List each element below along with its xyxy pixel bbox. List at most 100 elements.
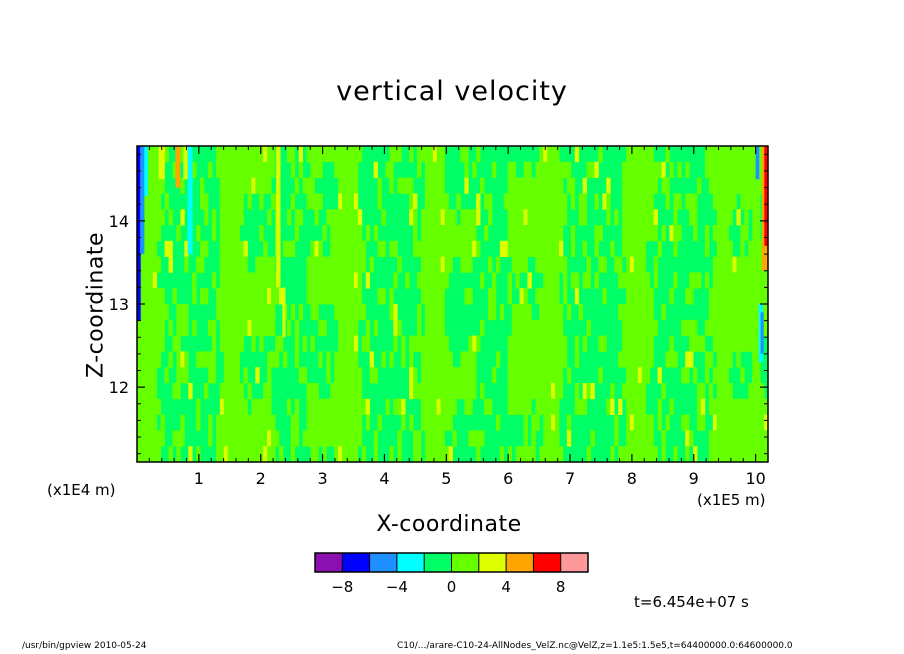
field-cell: [460, 383, 465, 400]
field-cell: [523, 446, 528, 463]
field-cell: [752, 446, 757, 463]
field-cell: [318, 414, 323, 431]
field-cell: [211, 351, 217, 368]
field-cell: [728, 177, 733, 194]
field-cell: [432, 225, 438, 242]
field-cell: [649, 193, 655, 210]
field-cell: [357, 146, 363, 163]
field-cell: [626, 383, 631, 400]
field-cell: [555, 146, 560, 163]
field-cell: [740, 193, 745, 210]
field-cell: [428, 209, 434, 226]
field-cell: [633, 383, 639, 400]
field-cell: [515, 335, 520, 352]
field-cell: [720, 256, 726, 273]
field-cell: [736, 161, 741, 178]
field-cell: [401, 351, 406, 368]
field-cell: [523, 335, 528, 352]
field-cell: [669, 351, 674, 368]
field-cell: [349, 319, 355, 336]
x-tick-label: 3: [317, 469, 327, 488]
field-cell: [523, 367, 528, 384]
field-cell: [243, 367, 248, 384]
field-cell: [164, 304, 169, 321]
field-cell: [641, 225, 647, 242]
field-cell: [247, 161, 252, 178]
field-cell: [235, 319, 240, 336]
field-cell: [251, 304, 256, 321]
field-cell: [724, 240, 729, 257]
field-cell: [491, 272, 497, 289]
field-cell: [223, 335, 229, 352]
field-cell: [551, 335, 556, 352]
field-cell: [752, 240, 757, 257]
field-cell: [756, 335, 761, 352]
field-cell: [740, 367, 745, 384]
field-cell: [184, 256, 189, 273]
field-cell: [590, 383, 595, 400]
field-cell: [511, 398, 516, 415]
field-cell: [310, 240, 315, 257]
field-cell: [172, 383, 177, 400]
field-cell: [626, 335, 631, 352]
field-cell: [294, 430, 300, 447]
field-cell: [420, 288, 426, 305]
field-cell: [413, 383, 418, 400]
field-cell: [704, 225, 710, 242]
field-cell: [428, 351, 434, 368]
field-cell: [578, 193, 584, 210]
field-cell: [393, 240, 398, 257]
x-tick-label: 8: [627, 469, 637, 488]
field-cell: [144, 225, 150, 242]
field-cell: [235, 430, 240, 447]
field-cell: [152, 256, 158, 273]
field-cell: [148, 161, 154, 178]
field-cell: [349, 193, 355, 210]
field-cell: [259, 256, 264, 273]
field-cell: [263, 446, 268, 463]
field-cell: [736, 272, 741, 289]
field-cell: [440, 146, 446, 163]
field-cell: [428, 367, 434, 384]
field-cell: [168, 319, 173, 336]
field-cell: [622, 209, 627, 226]
field-cell: [523, 256, 528, 273]
field-cell: [740, 319, 745, 336]
field-cell: [306, 288, 311, 305]
field-cell: [555, 351, 560, 368]
field-cell: [641, 304, 647, 321]
field-cell: [306, 414, 311, 431]
field-cell: [432, 383, 438, 400]
field-cell: [511, 304, 516, 321]
field-cell: [259, 177, 264, 194]
field-cell: [227, 414, 233, 431]
field-cell: [436, 256, 442, 273]
field-cell: [665, 414, 670, 431]
field-cell: [487, 398, 493, 415]
field-cell: [649, 430, 655, 447]
field-cell: [314, 383, 319, 400]
field-cell: [543, 193, 548, 210]
field-cell: [271, 430, 276, 447]
field-cell: [310, 335, 315, 352]
field-cell: [349, 446, 355, 463]
field-cell: [645, 446, 651, 463]
field-cell: [231, 367, 236, 384]
field-cell: [247, 288, 252, 305]
field-cell: [598, 335, 603, 352]
field-cell: [515, 240, 520, 257]
field-cell: [424, 351, 430, 368]
field-cell: [685, 193, 690, 210]
field-cell: [428, 335, 434, 352]
field-cell: [144, 272, 150, 289]
field-cell: [720, 430, 726, 447]
field-cell: [547, 319, 552, 336]
field-cell: [689, 272, 694, 289]
field-cell: [160, 209, 165, 226]
field-cell: [424, 161, 430, 178]
field-cell: [511, 209, 516, 226]
field-cell: [562, 193, 568, 210]
field-cell: [440, 161, 446, 178]
field-cell: [306, 193, 311, 210]
field-cell: [318, 193, 323, 210]
